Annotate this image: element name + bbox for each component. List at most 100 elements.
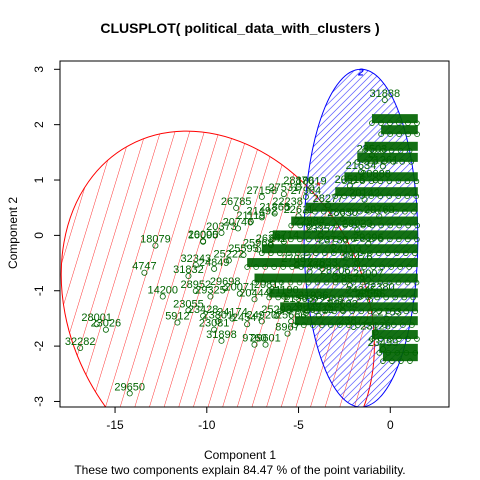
- point-label: 24103: [331, 243, 362, 255]
- point-label: 21563: [283, 293, 314, 305]
- point-label: 22984: [294, 215, 325, 227]
- point-label: 24920: [247, 309, 278, 321]
- chart-title: CLUSPLOT( political_data_with_clusters ): [100, 20, 380, 36]
- data-point: [192, 287, 199, 294]
- data-point: [333, 222, 339, 229]
- point-label: 21119: [236, 210, 265, 222]
- data-point: [350, 279, 357, 286]
- data-point: [369, 222, 375, 229]
- data-point: [376, 250, 382, 257]
- data-point: [200, 238, 207, 245]
- data-point: [346, 282, 353, 289]
- point-label-23026: 23026: [91, 318, 122, 330]
- data-point: [211, 265, 218, 272]
- data-point: [414, 131, 420, 138]
- data-point: [247, 218, 254, 225]
- y-tick-label: 1: [32, 176, 46, 183]
- data-point: [211, 326, 218, 333]
- data-point: [207, 293, 214, 300]
- point-label: 28579: [335, 273, 366, 285]
- data-point: [369, 336, 375, 342]
- data-point: [399, 159, 406, 165]
- data-point: [398, 358, 404, 364]
- data-point: [395, 279, 402, 286]
- data-point: [306, 236, 312, 243]
- data-point: [405, 131, 411, 138]
- data-point: [358, 250, 364, 257]
- data-point: [295, 301, 302, 308]
- data-point: [392, 294, 398, 301]
- data-point: [269, 279, 276, 286]
- data-point: [141, 269, 148, 276]
- x-tick-label: -15: [106, 418, 124, 432]
- point-label: 22611: [284, 204, 314, 216]
- data-point: [332, 274, 339, 281]
- dense-point-band: [371, 330, 418, 340]
- data-point: [385, 308, 391, 315]
- point-label: 25968: [243, 237, 274, 249]
- point-label: 22753: [371, 307, 402, 319]
- point-label: 23801: [203, 309, 234, 321]
- data-point: [350, 178, 357, 185]
- data-point: [324, 304, 331, 311]
- point-label-4747: 4747: [132, 261, 156, 273]
- point-label: 29023: [342, 218, 373, 230]
- data-point: [341, 279, 348, 286]
- data-point: [284, 330, 291, 337]
- point-label: 28206: [320, 265, 351, 277]
- data-point: [296, 279, 303, 286]
- data-point: [280, 238, 287, 245]
- dense-point-band: [272, 230, 418, 240]
- data-point: [332, 279, 339, 286]
- data-point: [319, 322, 325, 328]
- point-label: 26341: [256, 233, 287, 245]
- point-label: 23730: [318, 235, 349, 247]
- data-point: [102, 326, 109, 333]
- point-label: 20746: [223, 216, 254, 228]
- data-point: [304, 250, 310, 257]
- point-label: 20444: [239, 287, 270, 299]
- data-point: [329, 294, 335, 301]
- data-point: [297, 236, 303, 243]
- point-label: 24245: [346, 285, 377, 297]
- y-tick-label: -2: [32, 340, 46, 351]
- point-label-28566: 28566: [355, 288, 386, 300]
- data-point: [77, 344, 84, 351]
- data-point: [414, 222, 420, 229]
- data-point: [271, 264, 277, 270]
- point-label-28870: 28870: [283, 175, 314, 187]
- data-point: [340, 250, 346, 257]
- data-point: [270, 236, 276, 243]
- data-point: [347, 294, 353, 301]
- data-point: [322, 250, 328, 257]
- data-point: [292, 322, 298, 328]
- data-point: [93, 321, 100, 328]
- data-point: [332, 193, 339, 200]
- data-point: [413, 279, 420, 286]
- data-point: [262, 264, 268, 270]
- point-label-28001: 28001: [81, 312, 112, 324]
- data-point: [360, 236, 366, 243]
- data-point: [218, 337, 225, 344]
- data-point: [394, 308, 400, 315]
- data-point: [233, 204, 240, 211]
- data-point: [367, 297, 374, 304]
- data-point: [354, 260, 361, 267]
- data-point: [271, 210, 278, 217]
- data-point: [348, 208, 354, 215]
- data-point: [368, 152, 375, 159]
- point-label: 27904: [291, 185, 322, 197]
- data-point: [259, 250, 265, 257]
- data-point: [361, 196, 368, 203]
- point-label: 21634: [346, 160, 377, 172]
- point-label: 21190: [269, 285, 299, 297]
- data-point: [359, 178, 366, 185]
- data-point: [324, 202, 331, 209]
- data-point: [383, 315, 390, 322]
- dense-point-band: [247, 258, 418, 268]
- data-point: [277, 250, 283, 257]
- point-label-32282: 32282: [65, 336, 96, 348]
- data-point: [395, 193, 402, 200]
- point-label: 21492: [247, 205, 278, 217]
